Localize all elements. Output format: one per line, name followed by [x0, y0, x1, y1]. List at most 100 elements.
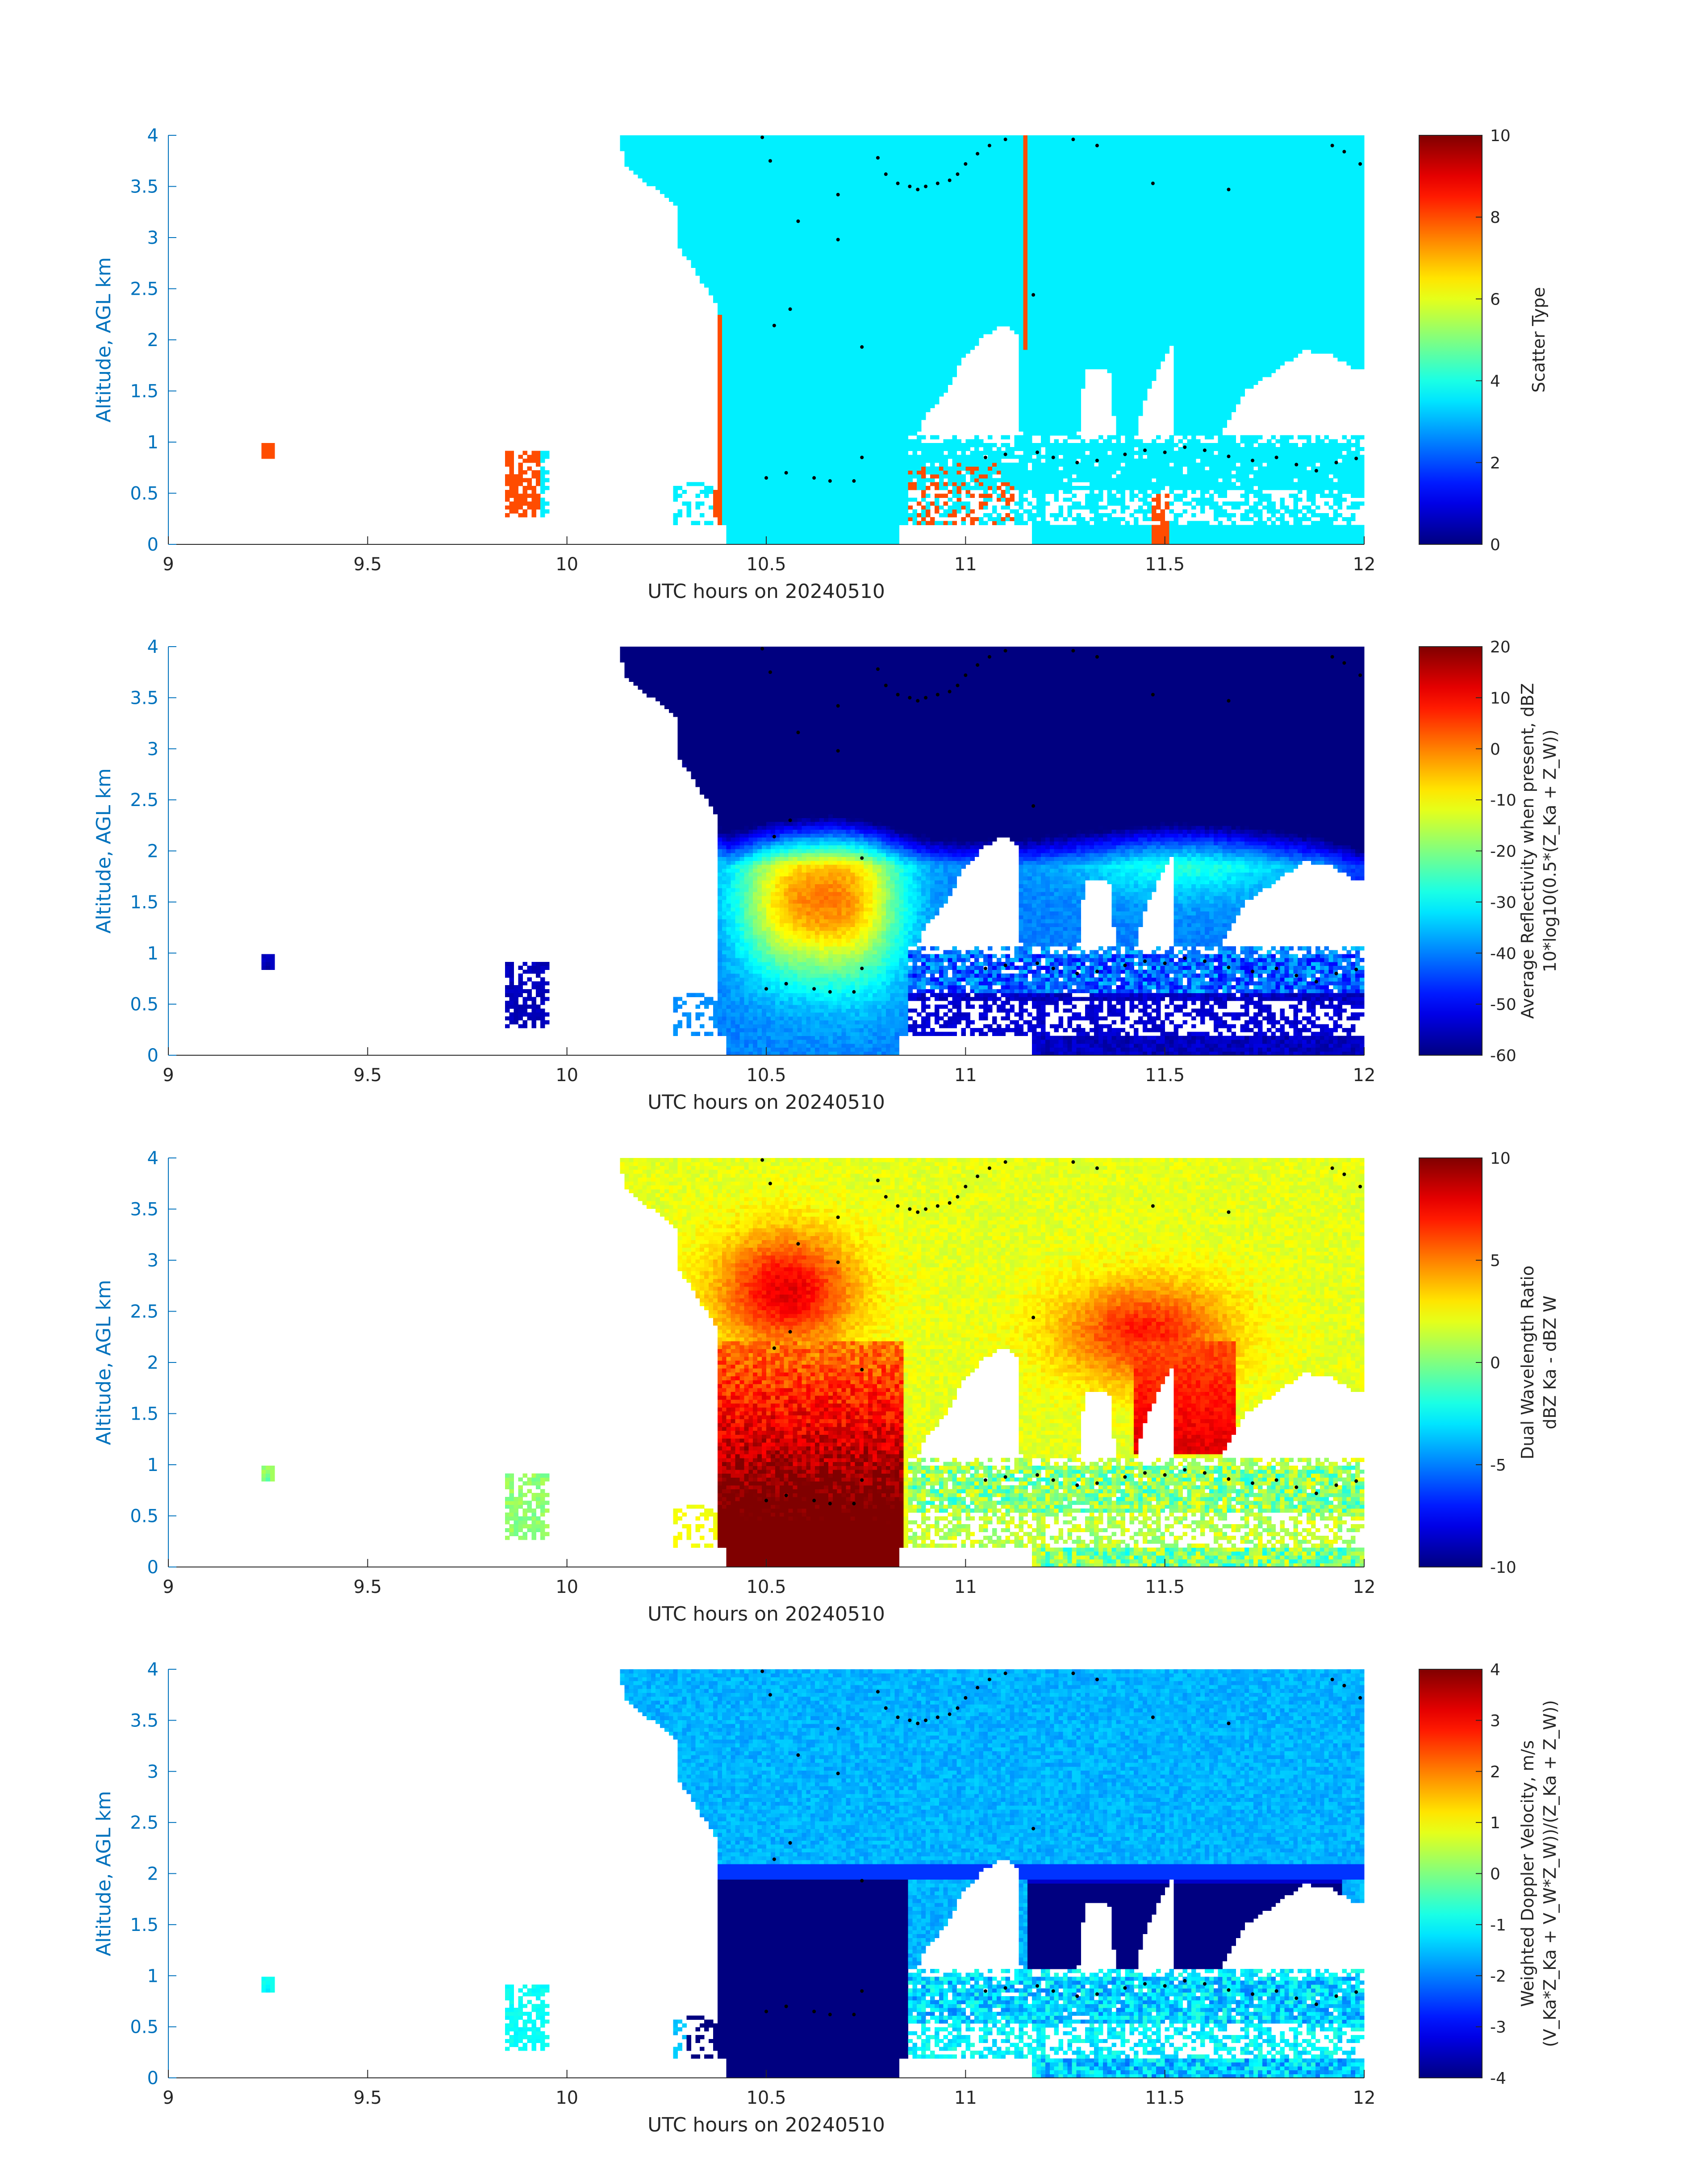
heatmap-cell — [727, 213, 731, 217]
heatmap-cell — [523, 451, 528, 455]
heatmap-cell — [709, 233, 714, 237]
heatmap-cell — [695, 501, 700, 506]
heatmap-cell — [709, 284, 714, 288]
heatmap-cell — [753, 424, 758, 428]
heatmap-cell — [713, 280, 718, 284]
heatmap-cell — [744, 393, 749, 397]
heatmap-cell — [722, 201, 727, 205]
heatmap-cell — [744, 299, 749, 303]
heatmap-cell — [700, 201, 705, 205]
heatmap-cell — [731, 287, 736, 291]
heatmap-cell — [651, 147, 656, 151]
heatmap-cell — [695, 241, 700, 245]
heatmap-cell — [771, 494, 776, 498]
heatmap-cell — [718, 427, 722, 431]
heatmap-cell — [748, 384, 753, 389]
heatmap-cell — [766, 533, 771, 537]
heatmap-cell — [753, 198, 758, 202]
heatmap-cell — [744, 190, 749, 194]
heatmap-cell — [735, 182, 740, 186]
heatmap-cell — [735, 217, 740, 221]
heatmap-cell — [687, 506, 692, 510]
heatmap-cell — [704, 229, 709, 233]
heatmap-cell — [735, 369, 740, 373]
heatmap-cell — [523, 501, 528, 506]
heatmap-cell — [735, 284, 740, 288]
heatmap-cell — [753, 389, 758, 393]
heatmap-cell — [709, 268, 714, 272]
heatmap-cell — [691, 241, 696, 245]
heatmap-cell — [731, 326, 736, 330]
heatmap-cell — [757, 155, 762, 159]
heatmap-cell — [766, 389, 771, 393]
heatmap-cell — [727, 151, 731, 155]
heatmap-cell — [762, 521, 767, 525]
heatmap-cell — [664, 194, 669, 198]
heatmap-cell — [700, 135, 705, 139]
heatmap-cell — [727, 314, 731, 318]
heatmap-cell — [771, 517, 776, 521]
heatmap-cell — [740, 295, 745, 299]
heatmap-cell — [771, 178, 776, 182]
heatmap-cell — [540, 470, 545, 474]
heatmap-cell — [766, 260, 771, 264]
heatmap-cell — [704, 198, 709, 202]
heatmap-cell — [735, 139, 740, 143]
heatmap-cell — [709, 486, 714, 490]
heatmap-cell — [771, 268, 776, 272]
heatmap-cell — [762, 244, 767, 248]
heatmap-cell — [771, 241, 776, 245]
heatmap-cell — [766, 354, 771, 358]
heatmap-cell — [766, 194, 771, 198]
heatmap-cell — [748, 237, 753, 241]
heatmap-cell — [744, 147, 749, 151]
heatmap-cell — [753, 494, 758, 498]
heatmap-cell — [718, 217, 722, 221]
heatmap-cell — [775, 381, 780, 385]
heatmap-cell — [762, 147, 767, 151]
heatmap-cell — [691, 256, 696, 260]
heatmap-cell — [753, 229, 758, 233]
heatmap-cell — [744, 525, 749, 529]
heatmap-cell — [687, 256, 692, 260]
heatmap-cell — [695, 244, 700, 248]
heatmap-cell — [735, 272, 740, 276]
heatmap-cell — [718, 244, 722, 248]
heatmap-cell — [753, 490, 758, 494]
heatmap-cell — [682, 167, 687, 171]
heatmap-cell — [642, 163, 647, 167]
heatmap-cell — [780, 439, 785, 443]
heatmap-cell — [647, 139, 651, 143]
heatmap-cell — [775, 424, 780, 428]
heatmap-cell — [713, 510, 718, 514]
heatmap-cell — [753, 167, 758, 171]
heatmap-cell — [687, 510, 692, 514]
heatmap-cell — [731, 467, 736, 471]
heatmap-cell — [735, 459, 740, 463]
heatmap-cell — [735, 525, 740, 529]
heatmap-cell — [633, 143, 638, 147]
heatmap-cell — [718, 201, 722, 205]
heatmap-cell — [771, 264, 776, 268]
heatmap-cell — [531, 451, 536, 455]
heatmap-cell — [731, 455, 736, 459]
heatmap-cell — [270, 455, 275, 459]
heatmap-cell — [757, 248, 762, 252]
heatmap-cell — [748, 455, 753, 459]
heatmap-cell — [727, 174, 731, 178]
heatmap-cell — [740, 244, 745, 248]
heatmap-cell — [744, 533, 749, 537]
heatmap-cell — [757, 494, 762, 498]
heatmap-cell — [762, 322, 767, 326]
heatmap-cell — [780, 470, 785, 474]
heatmap-cell — [704, 490, 709, 494]
heatmap-cell — [531, 474, 536, 478]
heatmap-cell — [775, 369, 780, 373]
heatmap-cell — [757, 276, 762, 280]
heatmap-cell — [700, 182, 705, 186]
heatmap-cell — [664, 147, 669, 151]
heatmap-cell — [629, 155, 634, 159]
heatmap-cell — [731, 241, 736, 245]
heatmap-cell — [709, 174, 714, 178]
heatmap-cell — [682, 490, 687, 494]
